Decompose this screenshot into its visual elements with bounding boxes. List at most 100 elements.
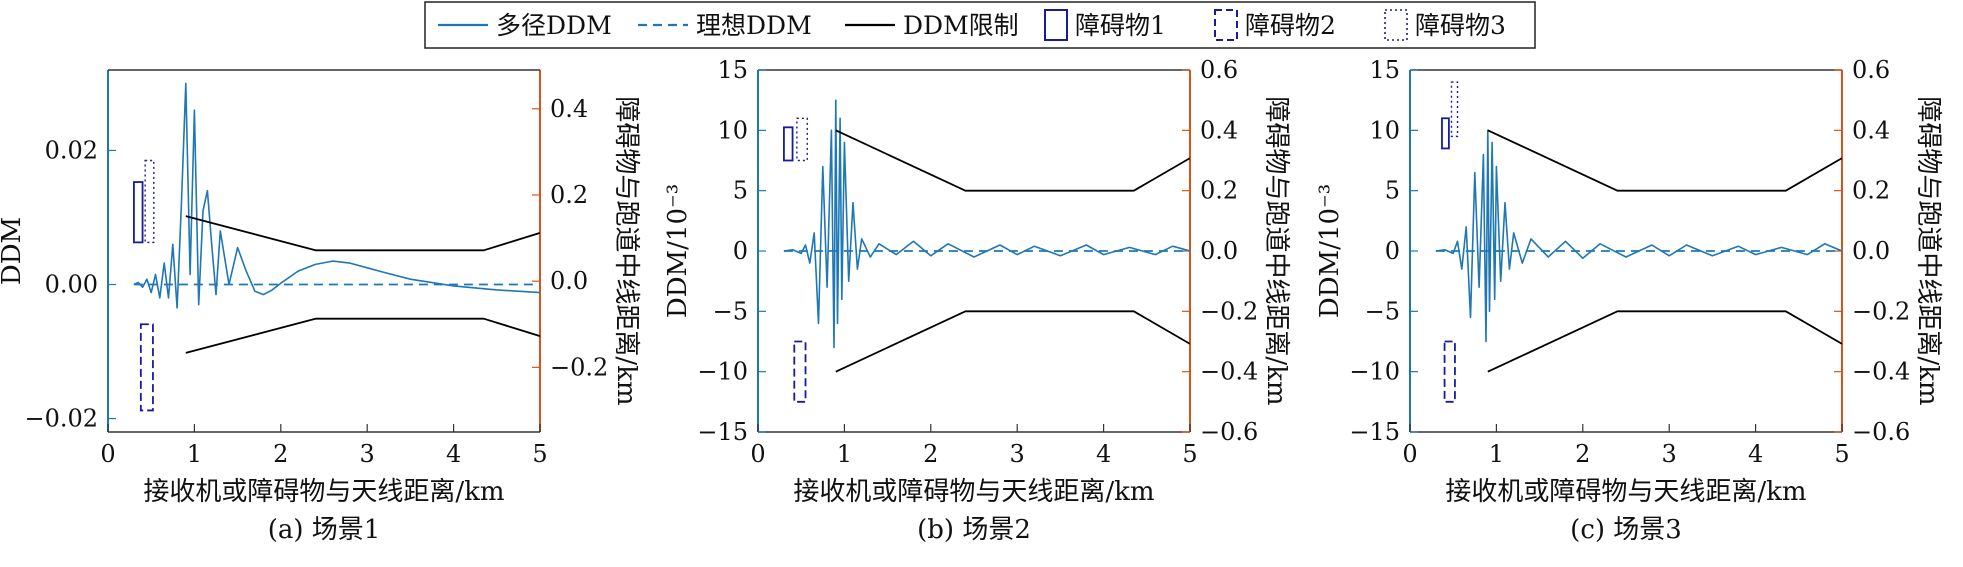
y2-tick-label: 0.2 bbox=[1852, 177, 1890, 205]
series-group bbox=[783, 99, 1190, 373]
legend-label-4: 障碍物1 bbox=[1075, 11, 1166, 40]
y2-tick-label: 0.2 bbox=[1200, 177, 1238, 205]
y-tick-label: −15 bbox=[697, 418, 748, 446]
y-tick-label: 5 bbox=[733, 177, 748, 205]
y-tick-label: 0 bbox=[733, 237, 748, 265]
y2-tick-label: −0.4 bbox=[1852, 358, 1910, 386]
legend-swatch-6 bbox=[1384, 9, 1408, 41]
y-tick-label: 10 bbox=[717, 116, 748, 144]
x-axis-label: 接收机或障碍物与天线距离/km bbox=[793, 477, 1154, 507]
y2-tick-label: −0.6 bbox=[1200, 418, 1258, 446]
y2-tick-label: 0.6 bbox=[1200, 56, 1238, 84]
legend-label-5: 障碍物2 bbox=[1245, 11, 1336, 40]
series-line-limit bbox=[185, 215, 540, 252]
obstacle-box bbox=[133, 181, 144, 244]
x-tick-label: 5 bbox=[1834, 440, 1849, 468]
obstacle-box bbox=[1441, 117, 1450, 150]
x-tick-label: 3 bbox=[1010, 440, 1025, 468]
y2-tick-label: 0.4 bbox=[1852, 116, 1890, 144]
y-axis-label: DDM bbox=[0, 217, 27, 285]
x-tick-label: 3 bbox=[1662, 440, 1677, 468]
y2-tick-label: 0.0 bbox=[1200, 237, 1238, 265]
y2-tick-label: −0.4 bbox=[1200, 358, 1258, 386]
y2-tick-label: −0.2 bbox=[1200, 297, 1258, 325]
y-tick-label: 15 bbox=[1369, 56, 1400, 84]
x-axis-label: 接收机或障碍物与天线距离/km bbox=[143, 477, 504, 507]
x-tick-label: 2 bbox=[1575, 440, 1590, 468]
chart-panels: 0 1 2 3 4 5−0.020.000.02−0.20.00.20.4接收机或障碍物与… bbox=[0, 56, 1943, 545]
panel-caption: (c) 场景3 bbox=[1570, 515, 1682, 545]
y2-tick-label: 0.4 bbox=[550, 95, 588, 123]
y-tick-label: −5 bbox=[1365, 297, 1400, 325]
x-tick-label: 1 bbox=[1489, 440, 1504, 468]
legend-label-2: 理想DDM bbox=[696, 11, 812, 40]
y2-axis-label: 障碍物与跑道中线距离/km bbox=[611, 96, 641, 405]
series-group bbox=[1435, 129, 1842, 373]
y-axis-label: DDM/10⁻³ bbox=[663, 184, 693, 318]
y2-tick-label: 0.6 bbox=[1852, 56, 1890, 84]
y-tick-label: −10 bbox=[1349, 358, 1400, 386]
x-tick-label: 1 bbox=[837, 440, 852, 468]
legend-label-1: 多径DDM bbox=[496, 11, 612, 40]
x-axis-label: 接收机或障碍物与天线距离/km bbox=[1445, 477, 1806, 507]
y-tick-label: −15 bbox=[1349, 418, 1400, 446]
series-line-multipath bbox=[133, 82, 540, 309]
x-tick-label: 2 bbox=[273, 440, 288, 468]
legend-swatch-4 bbox=[1044, 9, 1068, 41]
obstacle-box bbox=[139, 323, 154, 412]
panel-caption: (a) 场景1 bbox=[268, 515, 381, 545]
y2-tick-label: −0.2 bbox=[550, 353, 608, 381]
series-line-limit bbox=[835, 129, 1190, 192]
series-line-limit bbox=[185, 317, 540, 354]
series-group bbox=[133, 82, 540, 354]
x-tick-label: 4 bbox=[1748, 440, 1763, 468]
y-tick-label: 0.00 bbox=[45, 271, 98, 299]
y2-axis-label: 障碍物与跑道中线距离/km bbox=[1913, 96, 1943, 405]
series-line-limit bbox=[835, 310, 1190, 373]
x-tick-label: 0 bbox=[100, 440, 115, 468]
series-line-limit bbox=[1487, 310, 1842, 373]
obstacle-box bbox=[1443, 340, 1456, 403]
legend-label-3: DDM限制 bbox=[903, 11, 1019, 40]
legend: 多径DDM 理想DDM DDM限制 障碍物1 障碍物2 障碍物3 bbox=[424, 1, 1536, 49]
legend-swatch-5 bbox=[1214, 9, 1238, 41]
obstacle-box bbox=[783, 126, 794, 162]
series-line-multipath bbox=[1435, 129, 1842, 343]
y-tick-label: −5 bbox=[713, 297, 748, 325]
x-tick-label: 4 bbox=[446, 440, 461, 468]
y-tick-label: −10 bbox=[697, 358, 748, 386]
x-tick-label: 0 bbox=[750, 440, 765, 468]
legend-frame bbox=[424, 1, 1536, 49]
x-tick-label: 1 bbox=[187, 440, 202, 468]
chart-panel-1: 0 1 2 3 4 5 −0.02 0.00 0.02 −0.2 0.0 0.2 0.4 接收机或障碍物与… bbox=[0, 69, 641, 545]
y2-tick-label: −0.2 bbox=[1852, 297, 1910, 325]
x-tick-label: 2 bbox=[923, 440, 938, 468]
obstacle-box bbox=[144, 159, 155, 244]
y-tick-label: 0.02 bbox=[45, 136, 98, 164]
x-tick-label: 3 bbox=[360, 440, 375, 468]
obstacle-box bbox=[793, 340, 807, 403]
series-line-limit bbox=[1487, 129, 1842, 192]
y-tick-label: −0.02 bbox=[24, 405, 98, 433]
y-tick-label: 10 bbox=[1369, 116, 1400, 144]
y2-axis-label: 障碍物与跑道中线距离/km bbox=[1261, 96, 1291, 405]
y2-tick-label: 0.0 bbox=[550, 267, 588, 295]
y2-tick-label: 0.4 bbox=[1200, 116, 1238, 144]
y2-tick-label: −0.6 bbox=[1852, 418, 1910, 446]
legend-label-6: 障碍物3 bbox=[1415, 11, 1506, 40]
x-tick-label: 0 bbox=[1402, 440, 1417, 468]
obstacle-box bbox=[796, 117, 808, 162]
x-tick-label: 5 bbox=[532, 440, 547, 468]
x-tick-label: 4 bbox=[1096, 440, 1111, 468]
panel-caption: (b) 场景2 bbox=[917, 515, 1031, 545]
y2-tick-label: 0.0 bbox=[1852, 237, 1890, 265]
chart-panel-3: 0 1 2 3 4 5 −15 −10 −5 0 5 10 15 −0.6 −0.4 −0.2 0.0 0.2 0.… bbox=[1315, 56, 1943, 545]
y-axis-label: DDM/10⁻³ bbox=[1315, 184, 1345, 318]
series-line-multipath bbox=[783, 99, 1190, 349]
y-tick-label: 0 bbox=[1385, 237, 1400, 265]
y-tick-label: 5 bbox=[1385, 177, 1400, 205]
x-tick-label: 5 bbox=[1182, 440, 1197, 468]
chart-panel-2: 0 1 2 3 4 5 −15 −10 −5 0 5 10 15 −0.6 −0.4 −0.2 0.0 0.2 0.… bbox=[663, 56, 1291, 545]
obstacle-box bbox=[1450, 81, 1459, 138]
